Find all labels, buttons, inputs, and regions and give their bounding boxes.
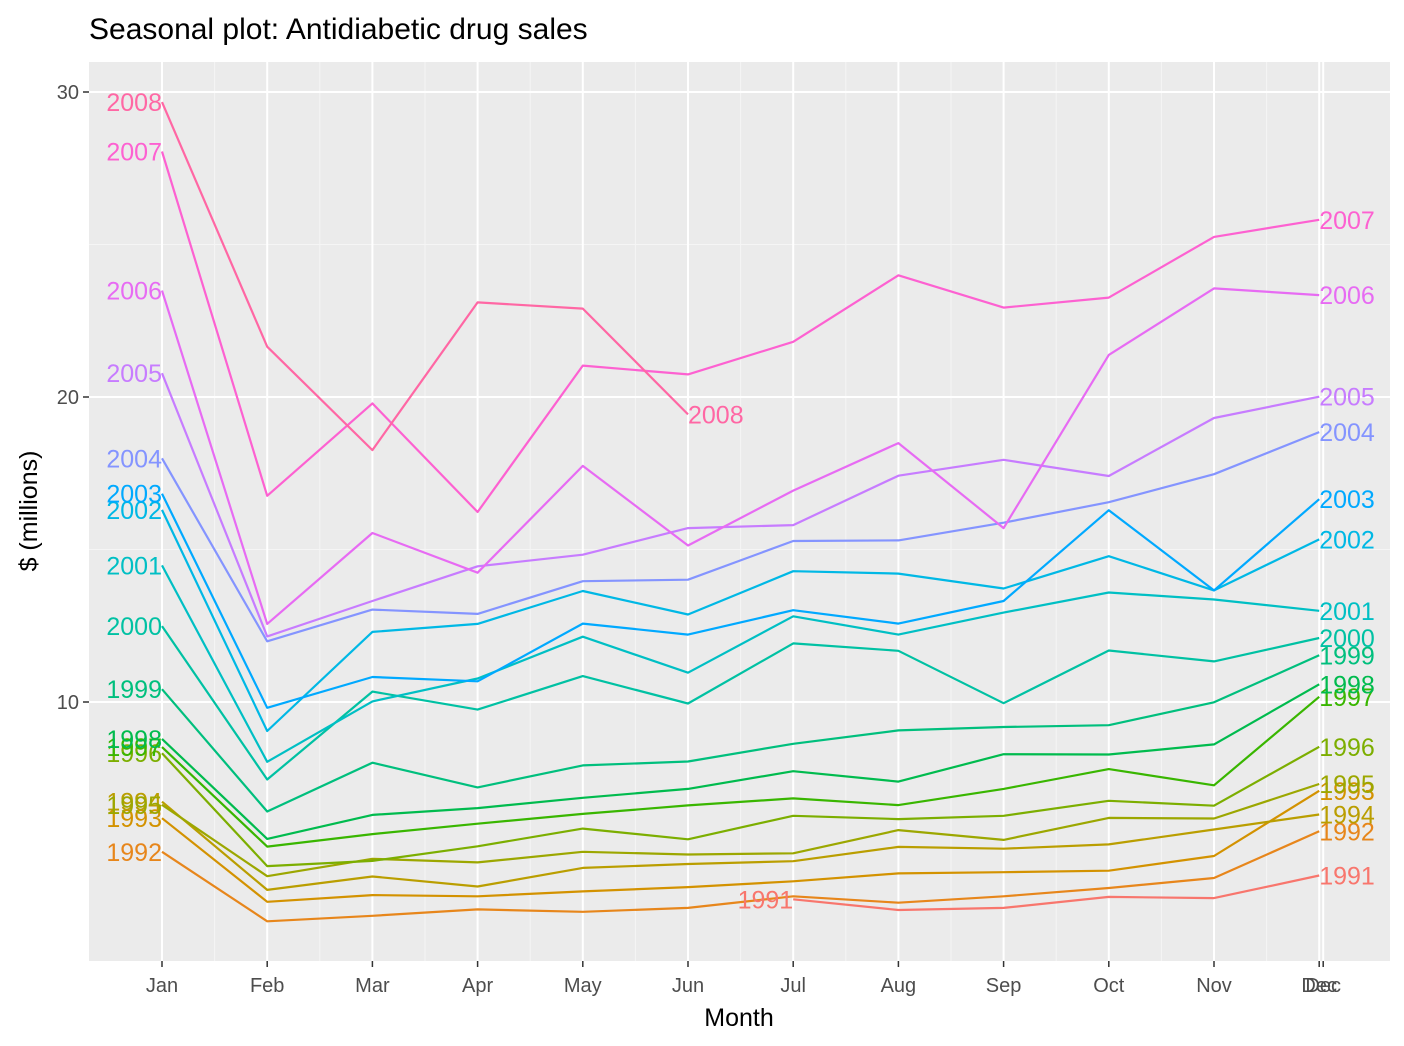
series-line: [161, 564, 1320, 763]
year-label-start: 2001: [106, 552, 162, 580]
x-tick-label: Jun: [672, 975, 704, 997]
series-line: [161, 789, 1320, 903]
series-line: [161, 683, 1320, 841]
series-line: [161, 800, 1320, 892]
year-label-start: 2007: [106, 138, 162, 166]
year-label-end: 1995: [1319, 771, 1375, 799]
chart-title: Seasonal plot: Antidiabetic drug sales: [89, 13, 588, 46]
series-line: [793, 874, 1320, 912]
series-line: [161, 830, 1320, 923]
series-line: [161, 654, 1320, 813]
year-label-end: 2000: [1319, 625, 1375, 653]
year-label-start: 1998: [106, 726, 162, 754]
x-tick-label: Apr: [462, 975, 493, 997]
series-line: [161, 509, 1320, 733]
year-label-end: 1999: [1319, 642, 1375, 670]
series-line: [161, 431, 1320, 643]
year-label-start: 1993: [106, 805, 162, 833]
plot-panel: [89, 62, 1390, 961]
x-tick-label: Mar: [355, 975, 390, 997]
year-label-start: 1995: [106, 792, 162, 820]
x-tick-label: Feb: [250, 975, 284, 997]
x-axis-title: Month: [704, 1004, 773, 1032]
year-label-start: 2000: [106, 613, 162, 641]
year-label-end: 1997: [1319, 684, 1375, 712]
series-line: [160, 101, 689, 452]
series-line: [160, 287, 1320, 626]
year-label-end: 1991: [1319, 863, 1375, 891]
series-line: [160, 372, 1320, 638]
x-tick-label: Oct: [1093, 975, 1125, 997]
series-line: [160, 151, 1320, 514]
year-label-start: 2003: [106, 481, 162, 509]
year-label-start: 1992: [106, 839, 162, 867]
x-tick-label: Jan: [146, 975, 178, 997]
series-line: [161, 625, 1320, 781]
year-label-end: 2008: [688, 401, 744, 429]
y-tick-label: 10: [57, 692, 79, 714]
series-line: [161, 493, 1320, 709]
year-label-start: 2002: [106, 497, 162, 525]
year-label-start: 1996: [106, 740, 162, 768]
year-label-end: 2004: [1319, 419, 1375, 447]
year-label-start: 1997: [106, 734, 162, 762]
y-tick-label: 20: [57, 387, 79, 409]
x-tick-label: Dec: [1305, 975, 1341, 997]
minor-gridlines: [89, 62, 1390, 961]
year-label-end: 2005: [1319, 384, 1375, 412]
series-lines: [160, 101, 1320, 923]
y-tick-label: 30: [57, 82, 79, 104]
year-label-end: 2002: [1319, 526, 1375, 554]
year-label-end: 2003: [1319, 486, 1375, 514]
x-tick-label: May: [564, 975, 602, 997]
x-tick-label: Jul: [780, 975, 806, 997]
year-label-start: 2008: [106, 89, 162, 117]
year-label-end: 1993: [1319, 778, 1375, 806]
year-label-start: 1999: [106, 676, 162, 704]
year-label-end: 2006: [1319, 282, 1375, 310]
year-label-end: 1992: [1319, 818, 1375, 846]
year-label-start: 1991: [738, 886, 794, 914]
year-label-start: 2005: [106, 360, 162, 388]
x-tick-label: Dec: [1301, 975, 1337, 997]
year-label-end: 1996: [1319, 734, 1375, 762]
series-line: [161, 695, 1320, 848]
x-tick-label: Aug: [881, 975, 917, 997]
y-axis: 10 20 30: [57, 82, 89, 714]
year-label-start: 2004: [106, 445, 162, 473]
year-label-end: 1994: [1319, 802, 1375, 830]
x-tick-label: Nov: [1196, 975, 1232, 997]
series-line: [161, 745, 1320, 868]
year-label-end: 1998: [1319, 671, 1375, 699]
year-label-end: 2001: [1319, 598, 1375, 626]
y-axis-title: $ (millions): [15, 451, 43, 572]
year-label-start: 1994: [106, 789, 162, 817]
year-label-start: 2006: [106, 278, 162, 306]
year-label-end: 2007: [1319, 207, 1375, 235]
x-tick-label: Sep: [986, 975, 1022, 997]
